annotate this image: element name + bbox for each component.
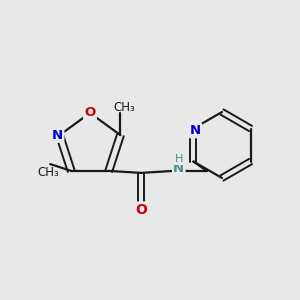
Text: O: O <box>135 203 147 217</box>
Text: CH₃: CH₃ <box>114 100 135 114</box>
Text: N: N <box>190 124 201 137</box>
Text: H: H <box>175 154 183 164</box>
Text: CH₃: CH₃ <box>38 166 59 178</box>
Text: N: N <box>52 129 63 142</box>
Text: O: O <box>84 106 96 119</box>
Text: N: N <box>173 162 184 176</box>
